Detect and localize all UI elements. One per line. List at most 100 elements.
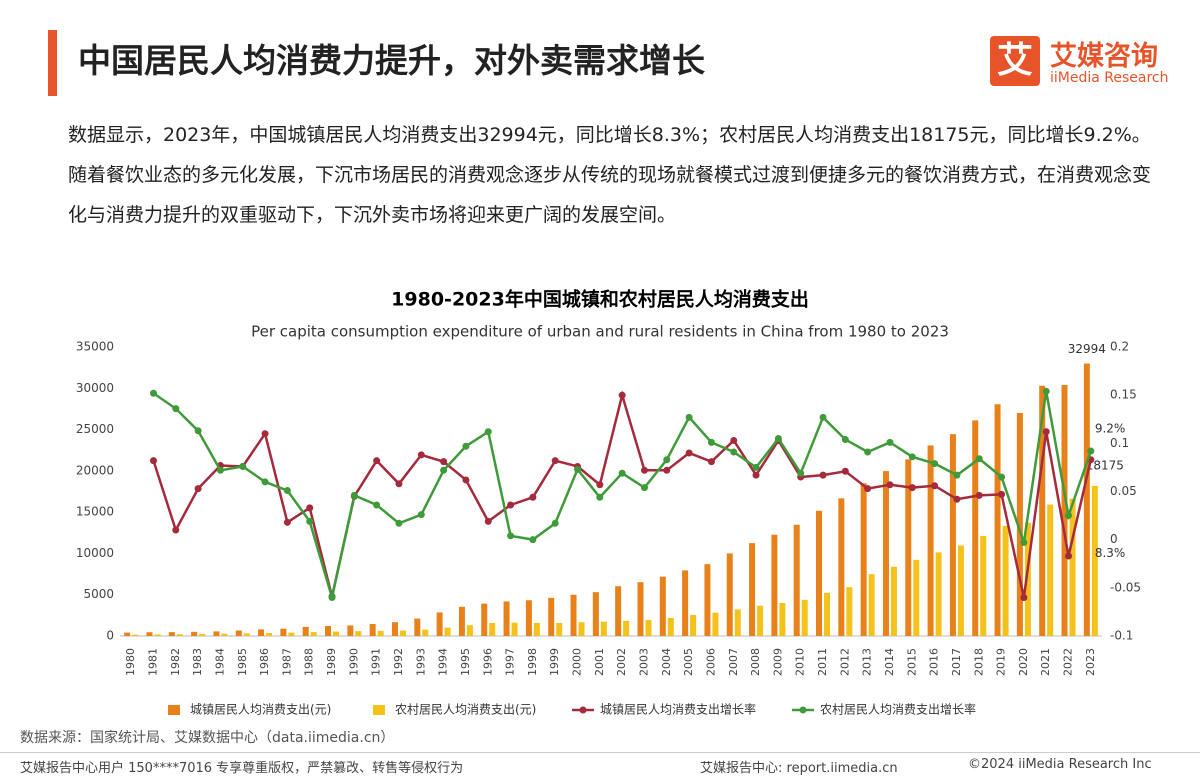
logo-sub: iiMedia Research <box>1050 70 1169 86</box>
legend-label: 城镇居民人均消费支出(元) <box>190 703 331 717</box>
point <box>886 481 894 489</box>
point <box>931 482 939 490</box>
point <box>640 466 648 474</box>
footer-right: ©2024 iiMedia Research Inc <box>968 757 1152 772</box>
point <box>395 480 403 488</box>
bar <box>556 622 563 636</box>
point <box>239 462 247 470</box>
x-tick-label: 2009 <box>771 648 784 676</box>
bar <box>615 586 622 636</box>
point <box>685 413 693 421</box>
bar <box>645 619 652 636</box>
point <box>172 526 180 534</box>
bar <box>333 631 340 636</box>
point <box>953 495 961 503</box>
bar <box>749 543 756 636</box>
bar <box>793 524 800 636</box>
bar <box>533 622 540 636</box>
bar <box>444 627 451 636</box>
bar <box>310 632 317 636</box>
x-tick-label: 2006 <box>704 648 717 676</box>
legend-swatch <box>168 705 180 715</box>
bar <box>1047 504 1054 636</box>
bar <box>288 632 295 636</box>
legend-label: 农村居民人均消费支出增长率 <box>820 702 976 717</box>
bar <box>1091 485 1098 636</box>
x-tick-label: 1992 <box>392 648 405 676</box>
x-tick-label: 1998 <box>526 648 539 676</box>
point <box>998 490 1006 498</box>
bar <box>235 630 242 636</box>
point <box>596 481 604 489</box>
paragraph: 数据显示，2023年，中国城镇居民人均消费支出32994元，同比增长8.3%；农… <box>68 124 1152 226</box>
x-tick-label: 2014 <box>883 648 896 676</box>
point <box>529 536 537 544</box>
x-tick-label: 1997 <box>504 648 517 676</box>
bar <box>1061 385 1068 636</box>
y-tick-label: 25000 <box>76 422 114 436</box>
point <box>395 519 403 527</box>
bar <box>548 597 555 636</box>
source: 数据来源：国家统计局、艾媒数据中心（data.iimedia.cn） <box>20 730 395 746</box>
y-tick-label: 10000 <box>76 546 114 560</box>
x-tick-label: 1985 <box>236 648 249 676</box>
point <box>373 501 381 509</box>
bar <box>957 545 964 636</box>
x-tick-label: 2013 <box>861 648 874 676</box>
point <box>261 478 269 486</box>
bar <box>824 592 831 636</box>
data-label: 8.3% <box>1095 546 1126 560</box>
point <box>953 471 961 479</box>
bar <box>266 633 273 636</box>
bar <box>838 498 845 636</box>
bar <box>258 629 265 636</box>
bar <box>511 622 518 636</box>
bar <box>779 603 786 636</box>
y-tick-label: 0 <box>106 629 114 643</box>
point <box>596 493 604 501</box>
x-tick-label: 2004 <box>660 648 673 676</box>
y2-tick-label: 0 <box>1110 532 1118 546</box>
point <box>194 427 202 435</box>
x-tick-label: 2010 <box>794 648 807 676</box>
point <box>194 485 202 493</box>
point <box>373 457 381 465</box>
x-tick-label: 2007 <box>727 648 740 676</box>
point <box>283 518 291 526</box>
bar <box>168 632 175 636</box>
point <box>886 438 894 446</box>
x-tick-label: 2015 <box>905 648 918 676</box>
bar <box>690 614 697 636</box>
legend-label: 农村居民人均消费支出(元) <box>395 703 536 717</box>
x-tick-label: 2020 <box>1017 648 1030 676</box>
bar <box>391 622 398 636</box>
x-tick-label: 1987 <box>280 648 293 676</box>
x-tick-label: 1991 <box>370 648 383 676</box>
bar <box>927 445 934 636</box>
legend-swatch <box>799 706 807 714</box>
bar <box>154 634 161 636</box>
y-tick-label: 35000 <box>76 340 114 354</box>
data-label: 32994 <box>1068 342 1106 356</box>
bar <box>221 633 228 636</box>
bar <box>302 626 309 636</box>
x-tick-label: 1993 <box>414 648 427 676</box>
x-tick-label: 1999 <box>548 648 561 676</box>
point <box>462 476 470 484</box>
bar <box>734 609 741 636</box>
x-tick-label: 1983 <box>191 648 204 676</box>
bar <box>682 570 689 636</box>
point <box>306 504 314 512</box>
x-tick-label: 1984 <box>213 648 226 676</box>
point <box>328 593 336 601</box>
point <box>640 484 648 492</box>
x-tick-label: 2005 <box>682 648 695 676</box>
bar <box>243 633 250 636</box>
point <box>1065 512 1073 520</box>
bar <box>1083 363 1090 636</box>
bar <box>994 404 1001 636</box>
x-tick-label: 2022 <box>1062 648 1075 676</box>
point <box>283 487 291 495</box>
x-tick-label: 2002 <box>615 648 628 676</box>
x-tick-label: 2011 <box>816 648 829 676</box>
